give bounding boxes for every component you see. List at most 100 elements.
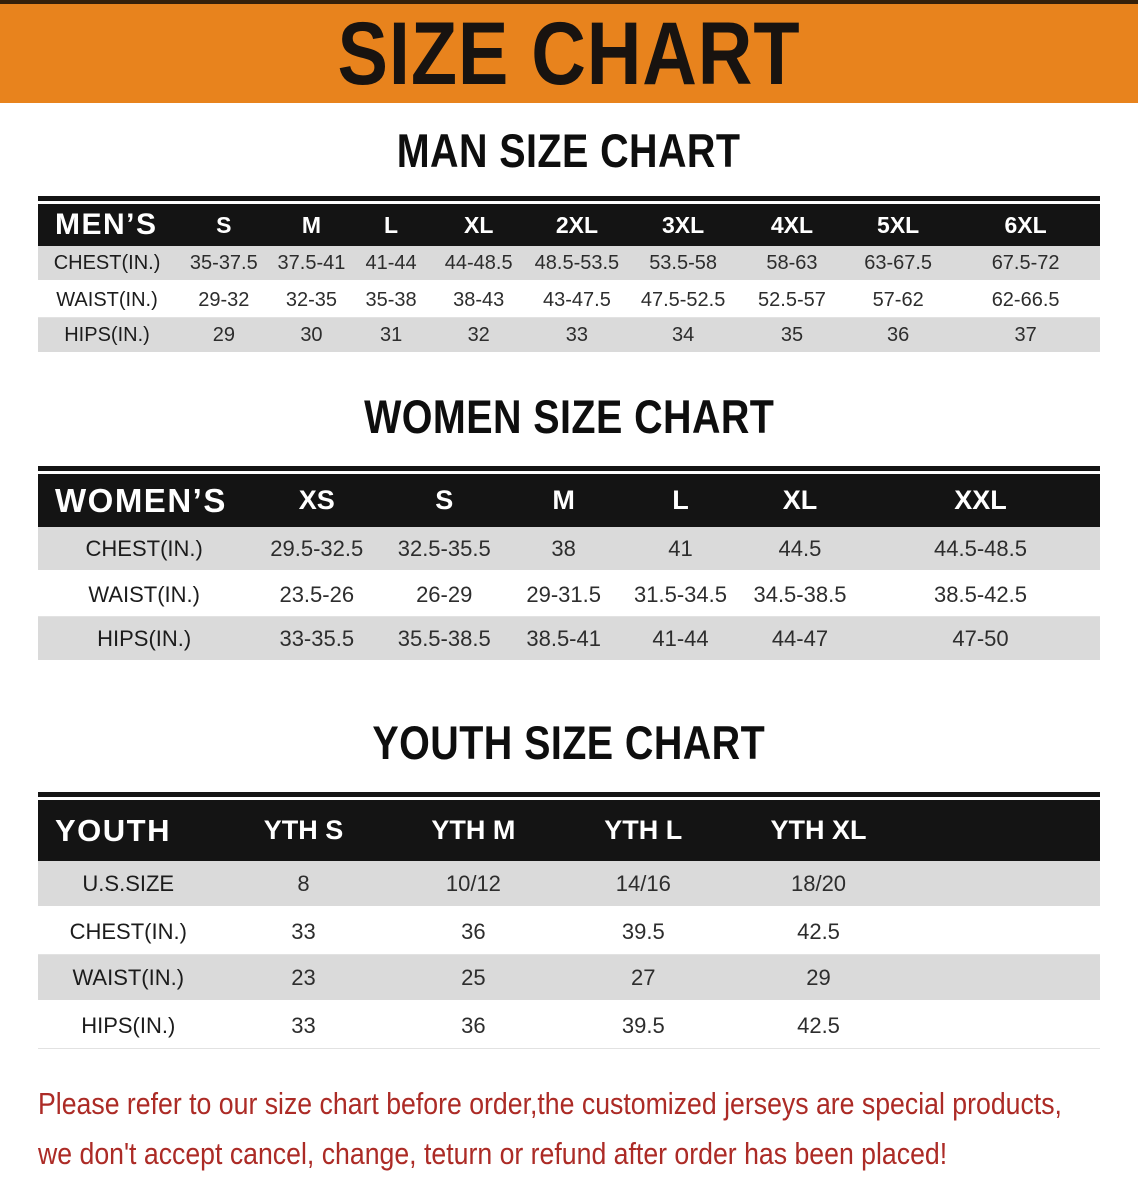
size-value: 18/20 (728, 861, 909, 909)
size-value: 33-35.5 (250, 616, 384, 663)
size-value: 38.5-41 (505, 616, 623, 663)
size-value: 38 (505, 527, 623, 573)
men-waist-row: WAIST(IN.) 29-32 32-35 35-38 38-43 43-47… (38, 281, 1100, 318)
size-value: 39.5 (558, 907, 729, 955)
youth-size-table: YOUTH YTH S YTH M YTH L YTH XL U.S.SIZE … (38, 792, 1100, 1049)
size-value: 32 (430, 317, 527, 355)
column-header: XL (738, 474, 862, 527)
size-value: 47.5-52.5 (627, 281, 739, 318)
row-label: HIPS(IN.) (38, 317, 177, 355)
women-table-header-row: WOMEN’S XS S M L XL XXL (38, 474, 1100, 527)
row-label: WAIST(IN.) (38, 571, 251, 617)
size-value: 63-67.5 (845, 246, 952, 283)
size-value: 31.5-34.5 (622, 571, 739, 617)
women-size-table: WOMEN’S XS S M L XL XXL CHEST(IN.) 29.5-… (38, 466, 1100, 663)
size-value: 29.5-32.5 (250, 527, 384, 573)
size-value: 8 (218, 861, 389, 909)
size-value: 30 (271, 317, 352, 355)
size-value: 14/16 (558, 861, 729, 909)
size-value: 33 (218, 907, 389, 955)
size-value: 41-44 (351, 246, 431, 283)
size-value: 67.5-72 (951, 246, 1100, 283)
size-value: 48.5-53.5 (526, 246, 628, 283)
size-value: 32.5-35.5 (383, 527, 506, 573)
size-value: 36 (388, 1001, 559, 1049)
size-value: 44.5-48.5 (861, 527, 1100, 573)
banner-title: SIZE CHART (337, 3, 801, 103)
size-value: 42.5 (728, 907, 909, 955)
size-value: 29 (728, 954, 909, 1003)
table-top-rule (38, 792, 1100, 797)
spacer-cell (908, 1001, 1100, 1049)
youth-ussize-row: U.S.SIZE 8 10/12 14/16 18/20 (38, 861, 1100, 909)
column-header: L (622, 474, 739, 527)
size-value: 23 (218, 954, 389, 1003)
size-value: 44.5 (738, 527, 862, 573)
youth-section-heading: YOUTH SIZE CHART (0, 719, 1138, 766)
row-label: HIPS(IN.) (38, 616, 251, 663)
size-value: 10/12 (388, 861, 559, 909)
youth-chest-row: CHEST(IN.) 33 36 39.5 42.5 (38, 907, 1100, 955)
size-value: 44-47 (738, 616, 862, 663)
women-section-heading: WOMEN SIZE CHART (0, 393, 1138, 440)
column-header: S (383, 474, 506, 527)
size-value: 29-32 (176, 281, 272, 318)
footer-line-2: we don't accept cancel, change, teturn o… (38, 1136, 948, 1171)
footer-note: Please refer to our size chart before or… (38, 1079, 1138, 1179)
size-value: 41 (622, 527, 739, 573)
size-value: 42.5 (728, 1001, 909, 1049)
size-value: 32-35 (271, 281, 352, 318)
row-label: CHEST(IN.) (38, 246, 177, 283)
column-header: YTH S (218, 800, 389, 861)
size-value: 57-62 (845, 281, 952, 318)
women-waist-row: WAIST(IN.) 23.5-26 26-29 29-31.5 31.5-34… (38, 571, 1100, 617)
row-label: WAIST(IN.) (38, 954, 219, 1003)
size-value: 62-66.5 (951, 281, 1100, 318)
men-chest-row: CHEST(IN.) 35-37.5 37.5-41 41-44 44-48.5… (38, 246, 1100, 283)
size-value: 58-63 (738, 246, 846, 283)
size-value: 43-47.5 (526, 281, 628, 318)
size-value: 52.5-57 (738, 281, 846, 318)
size-value: 38.5-42.5 (861, 571, 1100, 617)
size-value: 39.5 (558, 1001, 729, 1049)
size-value: 35 (738, 317, 846, 355)
size-value: 37 (951, 317, 1100, 355)
column-header: 5XL (845, 204, 952, 246)
size-value: 25 (388, 954, 559, 1003)
column-header: 4XL (738, 204, 846, 246)
size-value: 29-31.5 (505, 571, 623, 617)
table-top-rule (38, 196, 1100, 201)
size-value: 35-38 (351, 281, 431, 318)
column-header: XXL (861, 474, 1100, 527)
column-header: YTH XL (728, 800, 909, 861)
banner: SIZE CHART (0, 0, 1138, 103)
column-header: 3XL (627, 204, 739, 246)
spacer-cell (908, 907, 1100, 955)
youth-corner-cell: YOUTH (38, 800, 219, 861)
size-value: 41-44 (622, 616, 739, 663)
men-table-header-row: MEN’S S M L XL 2XL 3XL 4XL 5XL 6XL (38, 204, 1100, 246)
column-header: XL (430, 204, 527, 246)
column-header: 2XL (526, 204, 628, 246)
women-section-heading-text: WOMEN SIZE CHART (363, 390, 775, 443)
row-label: CHEST(IN.) (38, 907, 219, 955)
youth-waist-row: WAIST(IN.) 23 25 27 29 (38, 954, 1100, 1003)
row-label: WAIST(IN.) (38, 281, 177, 318)
size-value: 33 (218, 1001, 389, 1049)
men-section-heading: MAN SIZE CHART (0, 127, 1138, 174)
men-section-heading-text: MAN SIZE CHART (397, 124, 741, 177)
size-value: 37.5-41 (271, 246, 352, 283)
row-label: HIPS(IN.) (38, 1001, 219, 1049)
size-value: 27 (558, 954, 729, 1003)
women-corner-cell: WOMEN’S (38, 474, 251, 527)
size-value: 29 (176, 317, 272, 355)
column-header: XS (250, 474, 384, 527)
women-chest-row: CHEST(IN.) 29.5-32.5 32.5-35.5 38 41 44.… (38, 527, 1100, 573)
table-top-rule (38, 466, 1100, 471)
row-label: CHEST(IN.) (38, 527, 251, 573)
size-value: 35-37.5 (176, 246, 272, 283)
youth-hips-row: HIPS(IN.) 33 36 39.5 42.5 (38, 1001, 1100, 1049)
size-value: 33 (526, 317, 628, 355)
men-hips-row: HIPS(IN.) 29 30 31 32 33 34 35 36 37 (38, 317, 1100, 355)
column-header: 6XL (951, 204, 1100, 246)
